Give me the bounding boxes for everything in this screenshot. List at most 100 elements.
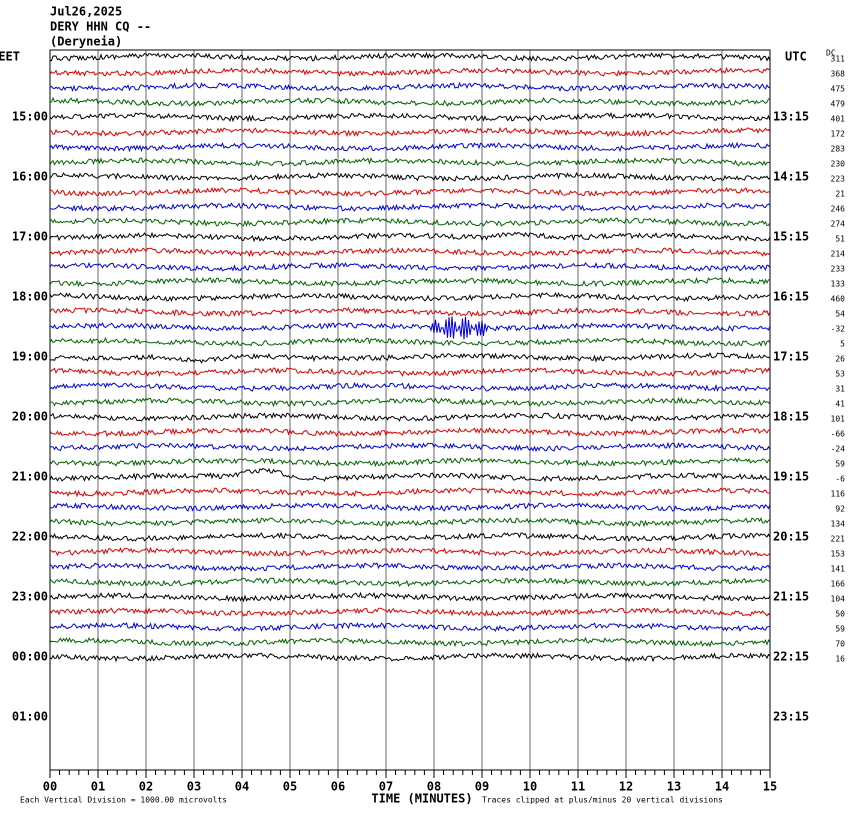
trace bbox=[49, 577, 771, 588]
eet-label: 19:00 bbox=[12, 350, 48, 364]
trace bbox=[49, 66, 771, 78]
trace bbox=[49, 467, 771, 483]
dc-value: 274 bbox=[831, 220, 846, 229]
dc-value: 116 bbox=[831, 490, 846, 499]
dc-value: 221 bbox=[831, 535, 846, 544]
x-tick-label: 12 bbox=[619, 780, 633, 794]
right-axis-title: UTC bbox=[785, 50, 807, 64]
dc-value: 479 bbox=[831, 100, 846, 109]
plot-frame bbox=[49, 49, 771, 771]
dc-value: -66 bbox=[831, 430, 846, 439]
eet-label: 15:00 bbox=[12, 110, 48, 124]
utc-label: 13:15 bbox=[773, 110, 809, 124]
dc-value: 172 bbox=[831, 130, 846, 139]
dc-value: 233 bbox=[831, 265, 846, 274]
dc-value: 53 bbox=[835, 370, 845, 379]
dc-value: 101 bbox=[831, 415, 846, 424]
dc-value: 230 bbox=[831, 160, 846, 169]
dc-value: 475 bbox=[831, 85, 846, 94]
trace bbox=[49, 336, 771, 347]
dc-value: 59 bbox=[835, 460, 845, 469]
eet-label: 20:00 bbox=[12, 410, 48, 424]
utc-label: 23:15 bbox=[773, 710, 809, 724]
trace bbox=[49, 276, 771, 288]
trace bbox=[49, 171, 771, 183]
date: Jul26,2025 bbox=[50, 5, 122, 19]
dc-value: 26 bbox=[835, 355, 845, 364]
trace bbox=[49, 517, 771, 528]
trace bbox=[49, 351, 771, 364]
trace bbox=[49, 216, 771, 227]
dc-value: 283 bbox=[831, 145, 846, 154]
trace bbox=[49, 457, 771, 468]
trace bbox=[49, 231, 771, 243]
trace bbox=[49, 51, 771, 62]
dc-value: 54 bbox=[835, 310, 845, 319]
trace bbox=[49, 292, 771, 303]
x-tick-label: 08 bbox=[427, 780, 441, 794]
dc-value: 92 bbox=[835, 505, 845, 514]
dc-value: 460 bbox=[831, 295, 846, 304]
eet-label: 22:00 bbox=[12, 530, 48, 544]
trace bbox=[49, 306, 771, 318]
dc-value: -6 bbox=[835, 475, 845, 484]
x-tick-label: 15 bbox=[763, 780, 777, 794]
dc-value: -32 bbox=[831, 325, 846, 334]
x-tick-label: 04 bbox=[235, 780, 249, 794]
trace bbox=[49, 261, 771, 273]
clip-note: Traces clipped at plus/minus 20 vertical… bbox=[482, 796, 723, 805]
dc-value: 70 bbox=[835, 640, 845, 649]
dc-value: 51 bbox=[835, 235, 845, 244]
dc-value: 311 bbox=[831, 55, 846, 64]
trace bbox=[49, 652, 771, 663]
trace bbox=[49, 367, 771, 377]
eet-label: 23:00 bbox=[12, 590, 48, 604]
left-axis-title: EET bbox=[0, 50, 20, 64]
dc-value: 5 bbox=[840, 340, 845, 349]
trace bbox=[50, 202, 771, 212]
trace bbox=[49, 502, 771, 512]
trace bbox=[49, 636, 771, 648]
dc-value: 153 bbox=[831, 550, 846, 559]
utc-label: 16:15 bbox=[773, 290, 809, 304]
dc-value: 104 bbox=[831, 595, 846, 604]
trace bbox=[49, 247, 771, 258]
x-tick-label: 01 bbox=[91, 780, 105, 794]
location: (Deryneia) bbox=[50, 35, 122, 49]
dc-value: 59 bbox=[835, 625, 845, 634]
trace bbox=[49, 141, 771, 153]
trace bbox=[49, 381, 771, 392]
x-tick-label: 06 bbox=[331, 780, 345, 794]
trace bbox=[49, 96, 771, 108]
utc-label: 18:15 bbox=[773, 410, 809, 424]
eet-label: 18:00 bbox=[12, 290, 48, 304]
trace bbox=[49, 607, 771, 617]
eet-label: 21:00 bbox=[12, 470, 48, 484]
x-tick-label: 10 bbox=[523, 780, 537, 794]
dc-value: 31 bbox=[835, 385, 845, 394]
utc-label: 22:15 bbox=[773, 650, 809, 664]
eet-label: 17:00 bbox=[12, 230, 48, 244]
trace bbox=[50, 396, 771, 408]
trace bbox=[49, 621, 771, 632]
trace bbox=[49, 531, 771, 543]
dc-value: 368 bbox=[831, 70, 846, 79]
x-tick-label: 02 bbox=[139, 780, 153, 794]
dc-value: 21 bbox=[835, 190, 845, 199]
utc-label: 14:15 bbox=[773, 170, 809, 184]
x-tick-label: 14 bbox=[715, 780, 729, 794]
dc-value: 401 bbox=[831, 115, 846, 124]
dc-value: 41 bbox=[835, 400, 845, 409]
scale-note: Each Vertical Division = 1000.00 microvo… bbox=[20, 796, 227, 805]
trace bbox=[49, 426, 771, 438]
dc-value: 134 bbox=[831, 520, 846, 529]
eet-label: 00:00 bbox=[12, 650, 48, 664]
dc-value: 246 bbox=[831, 205, 846, 214]
x-tick-label: 05 bbox=[283, 780, 297, 794]
utc-label: 17:15 bbox=[773, 350, 809, 364]
trace bbox=[49, 441, 771, 453]
dc-value: 141 bbox=[831, 565, 846, 574]
trace bbox=[49, 111, 771, 123]
utc-label: 15:15 bbox=[773, 230, 809, 244]
